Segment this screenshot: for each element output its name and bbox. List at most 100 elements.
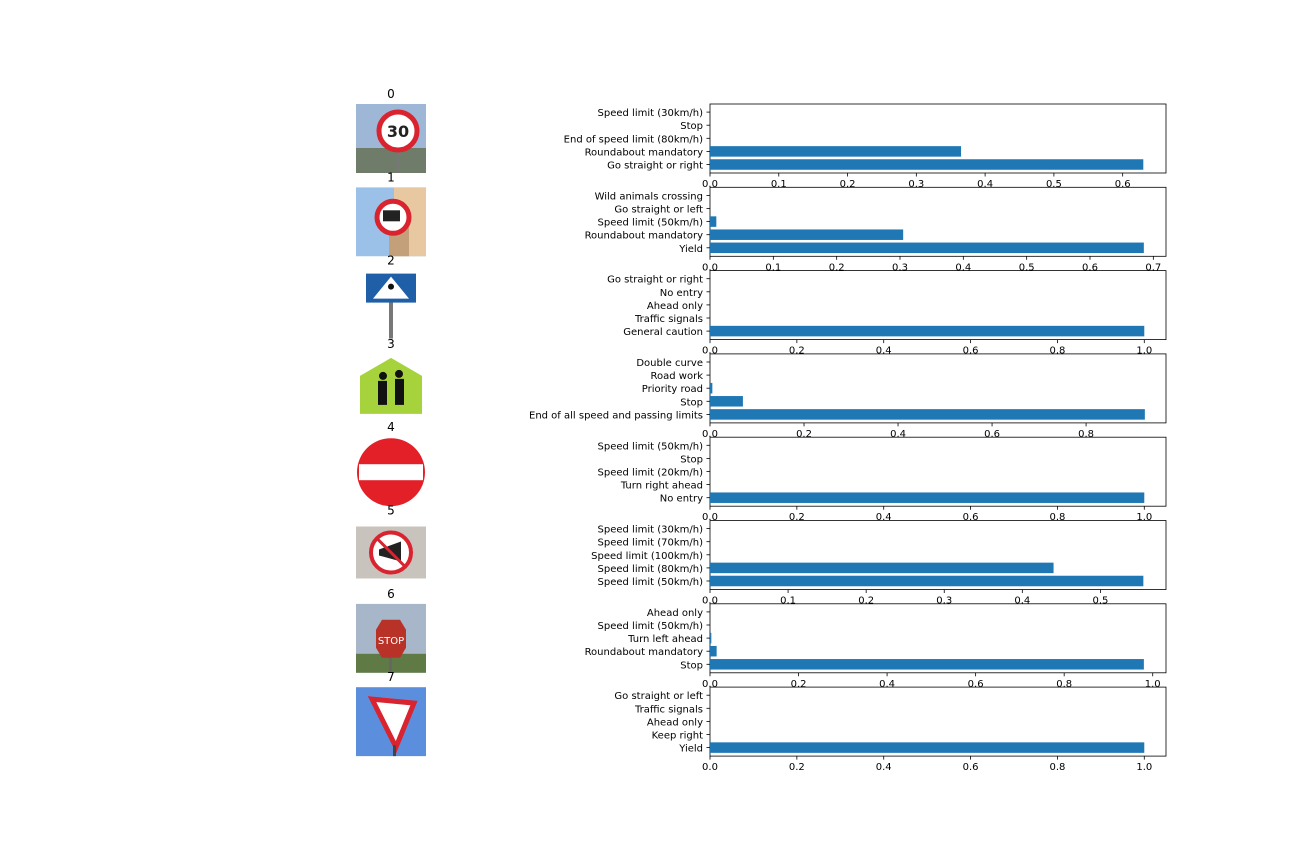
y-tick-label: Yield <box>678 244 703 255</box>
bar <box>710 492 1145 503</box>
bar <box>710 632 712 644</box>
subplot-title: 4 <box>387 420 395 434</box>
yield-sign-icon <box>356 687 426 757</box>
y-tick-label: Turn left ahead <box>627 634 703 645</box>
bar <box>710 659 1144 670</box>
y-tick-label: Go straight or right <box>607 275 703 286</box>
subplot-title: 3 <box>387 337 395 351</box>
y-tick-label: Speed limit (70km/h) <box>598 538 704 549</box>
y-tick-label: Wild animals crossing <box>595 191 703 202</box>
bar <box>710 325 1145 337</box>
x-tick-label: 0.1 <box>771 179 787 190</box>
x-tick-label: 0.6 <box>968 679 984 690</box>
x-tick-label: 0.4 <box>876 512 892 523</box>
y-tick-label: Stop <box>680 454 703 465</box>
y-tick-label: Yield <box>678 744 703 755</box>
y-tick-label: Ahead only <box>647 608 703 619</box>
bar <box>710 645 717 657</box>
y-tick-label: Priority road <box>642 384 703 395</box>
y-tick-label: Speed limit (50km/h) <box>598 218 704 229</box>
bar <box>710 409 1145 420</box>
y-tick-label: Stop <box>680 660 703 671</box>
x-tick-label: 0.3 <box>936 596 952 607</box>
bar <box>710 159 1144 170</box>
x-tick-label: 0.0 <box>702 262 718 273</box>
x-tick-label: 0.0 <box>702 679 718 690</box>
no-trucks-sign-icon <box>356 187 426 257</box>
subplot-title: 6 <box>387 587 395 601</box>
y-tick-label: Go straight or right <box>607 161 703 172</box>
y-tick-label: Speed limit (50km/h) <box>598 441 704 452</box>
x-tick-label: 0.4 <box>876 346 892 357</box>
y-tick-label: Keep right <box>652 731 703 742</box>
x-tick-label: 0.0 <box>702 762 718 773</box>
x-tick-label: 0.8 <box>1056 679 1072 690</box>
x-tick-label: 0.0 <box>702 346 718 357</box>
x-tick-label: 0.8 <box>1078 429 1094 440</box>
y-tick-label: Speed limit (100km/h) <box>591 551 703 562</box>
y-tick-label: Traffic signals <box>634 704 703 715</box>
no-entry-sign-icon <box>356 437 426 507</box>
y-tick-label: Double curve <box>636 358 703 369</box>
x-tick-label: 0.4 <box>879 679 895 690</box>
x-tick-label: 0.7 <box>1145 262 1161 273</box>
bar <box>710 242 1144 254</box>
x-tick-label: 0.6 <box>1115 179 1131 190</box>
y-tick-label: End of all speed and passing limits <box>529 410 703 421</box>
x-tick-label: 0.4 <box>876 762 892 773</box>
subplot-7: 7 Yield Keep right Ahead only Traffic signal… <box>356 670 1167 773</box>
stop-sign-icon: STOP <box>356 603 426 673</box>
bar <box>710 396 743 407</box>
y-tick-label: Go straight or left <box>614 205 703 216</box>
x-tick-label: 0.2 <box>858 596 874 607</box>
y-tick-label: Speed limit (50km/h) <box>598 621 704 632</box>
school-crossing-sign-icon <box>356 353 426 423</box>
x-tick-label: 0.4 <box>1014 596 1030 607</box>
x-tick-label: 0.8 <box>1049 762 1065 773</box>
y-tick-label: Speed limit (30km/h) <box>598 108 704 119</box>
y-tick-label: No entry <box>660 288 703 299</box>
x-tick-label: 0.6 <box>984 429 1000 440</box>
x-tick-label: 0.6 <box>1082 262 1098 273</box>
x-tick-label: 0.6 <box>963 346 979 357</box>
x-tick-label: 0.2 <box>840 179 856 190</box>
x-tick-label: 0.3 <box>892 262 908 273</box>
bar <box>710 742 1145 753</box>
x-tick-label: 0.4 <box>955 262 971 273</box>
y-tick-label: Speed limit (30km/h) <box>598 525 704 536</box>
x-tick-label: 0.2 <box>789 346 805 357</box>
subplot-1: 1 Yield Roundabout mandatory Speed limit (5… <box>356 170 1167 273</box>
x-tick-label: 0.5 <box>1019 262 1035 273</box>
x-tick-label: 1.0 <box>1136 762 1152 773</box>
y-tick-label: Ahead only <box>647 301 703 312</box>
subplot-3: 3 End of all speed and passing limits Stop… <box>356 337 1167 440</box>
y-tick-label: End of speed limit (80km/h) <box>564 134 703 145</box>
y-tick-label: Speed limit (80km/h) <box>598 564 704 575</box>
x-tick-label: 0.0 <box>702 596 718 607</box>
x-tick-label: 1.0 <box>1136 346 1152 357</box>
x-tick-label: 0.8 <box>1049 512 1065 523</box>
bar <box>710 382 713 394</box>
subplot-5: 5 Speed limit (50km/h) Speed limit (80km/h… <box>356 504 1167 607</box>
x-tick-label: 0.5 <box>1092 596 1108 607</box>
pedestrian-crossing-sign-icon <box>356 270 426 340</box>
y-tick-label: Turn right ahead <box>620 481 703 492</box>
bar <box>710 229 904 240</box>
x-tick-label: 0.6 <box>963 512 979 523</box>
x-tick-label: 0.1 <box>780 596 796 607</box>
svg-text:STOP: STOP <box>378 636 404 647</box>
y-tick-label: Road work <box>651 371 704 382</box>
x-tick-label: 0.2 <box>791 679 807 690</box>
y-tick-label: General caution <box>623 327 703 338</box>
bar <box>710 562 1054 574</box>
y-tick-label: Stop <box>680 121 703 132</box>
y-tick-label: Roundabout mandatory <box>585 647 704 658</box>
x-tick-label: 0.2 <box>796 429 812 440</box>
no-horn-sign-icon <box>356 526 426 579</box>
x-tick-label: 0.0 <box>702 429 718 440</box>
x-tick-label: 0.2 <box>789 762 805 773</box>
subplot-2: 2 General caution Traffic signals Ahead onl… <box>356 254 1167 357</box>
subplot-6: STOP 6 Stop Roundabout mandatory Turn left a… <box>356 587 1167 690</box>
